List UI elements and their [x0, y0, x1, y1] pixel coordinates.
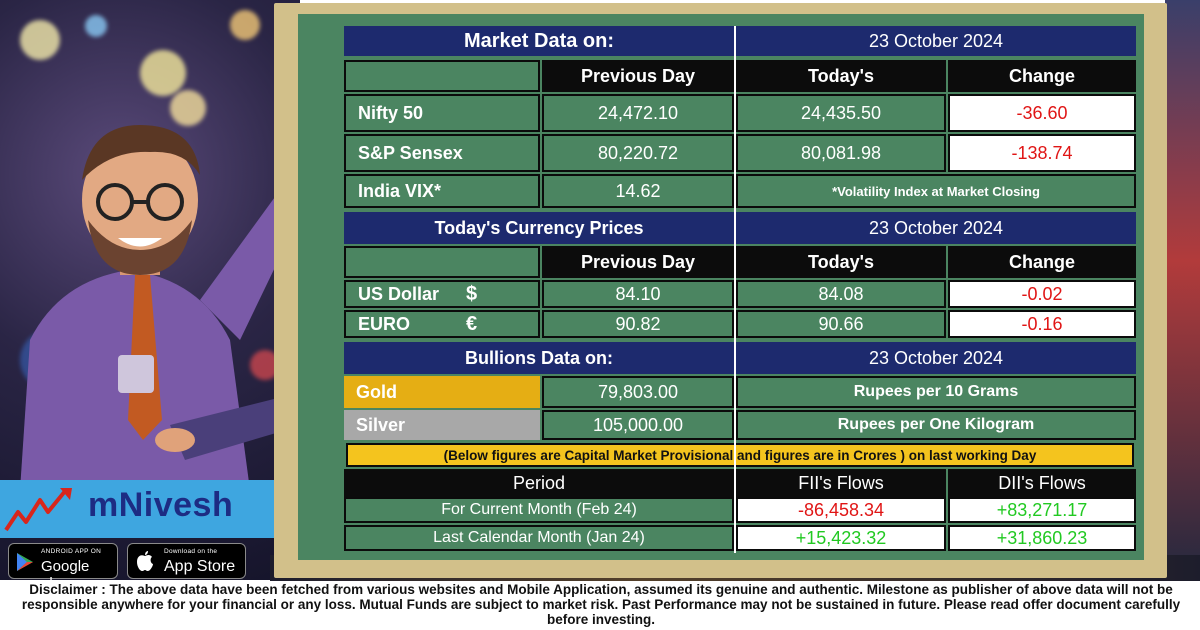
- google-play-label: Google play: [41, 558, 90, 592]
- currency-change: -0.16: [948, 310, 1136, 338]
- currency-name: US Dollar: [358, 283, 440, 304]
- bokeh-light: [20, 20, 60, 60]
- mnivesh-logo-icon: [4, 488, 72, 532]
- market-header-blank: [344, 60, 540, 92]
- bullion-gold-value: 79,803.00: [542, 376, 734, 408]
- bullion-date: 23 October 2024: [736, 342, 1136, 374]
- currency-today: 90.66: [736, 310, 946, 338]
- market-row-change: -138.74: [948, 134, 1136, 172]
- bokeh-light: [230, 10, 260, 40]
- market-row-change: -36.60: [948, 94, 1136, 132]
- euro-icon: €: [466, 312, 478, 335]
- currency-col-today: Today's: [736, 246, 946, 278]
- bullion-title: Bullions Data on:: [344, 342, 734, 374]
- currency-previous: 90.82: [542, 310, 734, 338]
- bullion-silver-label: Silver: [344, 410, 540, 440]
- bokeh-light: [85, 15, 107, 37]
- flows-dii: +83,271.17: [948, 497, 1136, 523]
- market-row-today: 80,081.98: [736, 134, 946, 172]
- vix-note: *Volatility Index at Market Closing: [736, 174, 1136, 208]
- flows-dii: +31,860.23: [948, 525, 1136, 551]
- flows-fii: -86,458.34: [736, 497, 946, 523]
- bullion-gold-label: Gold: [344, 376, 540, 408]
- dollar-icon: $: [466, 282, 478, 305]
- market-row-previous: 24,472.10: [542, 94, 734, 132]
- market-col-previous: Previous Day: [542, 60, 734, 92]
- currency-date: 23 October 2024: [736, 212, 1136, 244]
- market-row-previous: 14.62: [542, 174, 734, 208]
- flows-fii: +15,423.32: [736, 525, 946, 551]
- market-col-change: Change: [948, 60, 1136, 92]
- currency-col-previous: Previous Day: [542, 246, 734, 278]
- currency-change: -0.02: [948, 280, 1136, 308]
- currency-today: 84.08: [736, 280, 946, 308]
- bullion-silver-value: 105,000.00: [542, 410, 734, 440]
- market-row-today: 24,435.50: [736, 94, 946, 132]
- currency-title: Today's Currency Prices: [344, 212, 734, 244]
- background-right: [1165, 0, 1200, 580]
- app-store-button[interactable]: Download on the App Store: [127, 543, 246, 579]
- app-store-small-text: Download on the: [164, 548, 218, 555]
- currency-header-blank: [344, 246, 540, 278]
- flows-period: Last Calendar Month (Jan 24): [344, 525, 734, 551]
- flows-col-period: Period: [344, 469, 734, 497]
- google-play-button[interactable]: ANDROID APP ON Google play: [8, 543, 118, 592]
- app-store-label: App Store: [164, 558, 236, 575]
- google-play-icon: [17, 553, 33, 571]
- google-play-small-text: ANDROID APP ON: [41, 548, 102, 555]
- currency-row: EURO €: [344, 310, 540, 338]
- currency-row: US Dollar $: [344, 280, 540, 308]
- bullion-silver-unit: Rupees per One Kilogram: [736, 410, 1136, 440]
- disclaimer-text: Disclaimer : The above data have been fe…: [21, 582, 1181, 627]
- currency-name: EURO: [358, 313, 411, 334]
- market-title: Market Data on:: [344, 26, 734, 56]
- market-col-today: Today's: [736, 60, 946, 92]
- market-date: 23 October 2024: [736, 26, 1136, 56]
- flows-col-fii: FII's Flows: [736, 469, 946, 497]
- provisional-notice: (Below figures are Capital Market Provis…: [346, 443, 1134, 467]
- bokeh-light: [140, 50, 186, 96]
- column-divider: [734, 26, 736, 553]
- currency-previous: 84.10: [542, 280, 734, 308]
- market-row-name: India VIX*: [344, 174, 540, 208]
- apple-icon: [137, 551, 153, 571]
- market-row-previous: 80,220.72: [542, 134, 734, 172]
- brand-logo-text: mNivesh: [88, 486, 234, 524]
- currency-col-change: Change: [948, 246, 1136, 278]
- bullion-gold-unit: Rupees per 10 Grams: [736, 376, 1136, 408]
- flows-col-dii: DII's Flows: [948, 469, 1136, 497]
- market-row-name: Nifty 50: [344, 94, 540, 132]
- flows-period: For Current Month (Feb 24): [344, 497, 734, 523]
- bokeh-light: [170, 90, 206, 126]
- market-row-name: S&P Sensex: [344, 134, 540, 172]
